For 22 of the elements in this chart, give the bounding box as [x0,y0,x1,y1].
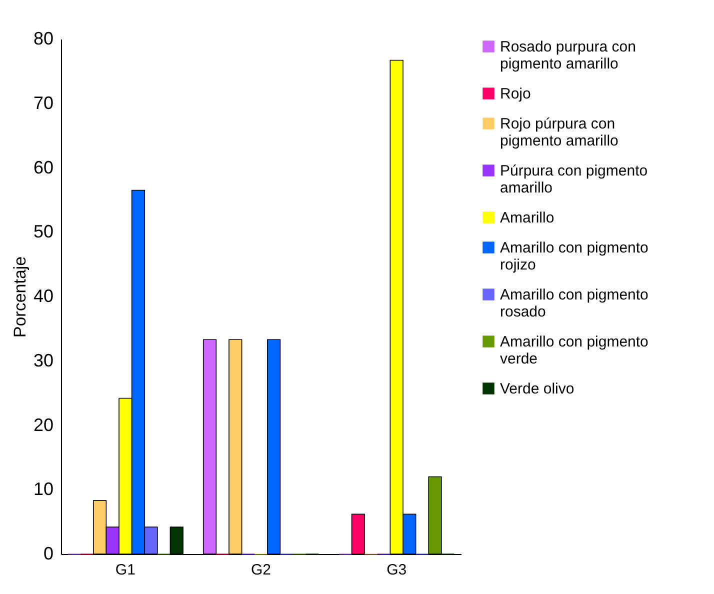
y-tick-label: 70 [33,92,54,113]
legend-label: Rojo púrpura con pigmento amarillo [500,116,618,150]
y-axis-title: Porcentaje [10,256,30,338]
y-tick-label: 10 [33,479,54,500]
y-tick-label: 0 [43,544,54,564]
y-tick-label: 60 [33,157,54,178]
legend-label: Verde olivo [500,380,574,398]
x-tick-label: G1 [115,562,136,578]
x-tick-label: G3 [386,562,407,578]
x-tick-label: G2 [250,562,272,578]
y-tick-label: 40 [33,286,54,306]
legend-label: Amarillo con pigmento verde [500,334,648,368]
legend-label: Amarillo [500,210,554,226]
legend-label: Amarillo con pigmento rosado [500,286,648,320]
legend-label: Rosado purpura con pigmento amarillo [500,38,636,72]
y-tick-label: 80 [33,28,54,48]
y-tick-label: 30 [33,350,54,370]
legend-label: Púrpura con pigmento amarillo [500,162,648,196]
y-tick-label: 20 [33,414,54,435]
y-tick-label: 50 [33,222,54,242]
legend-label: Amarillo con pigmento rojizo [500,240,648,274]
legend-label: Rojo [500,86,531,102]
